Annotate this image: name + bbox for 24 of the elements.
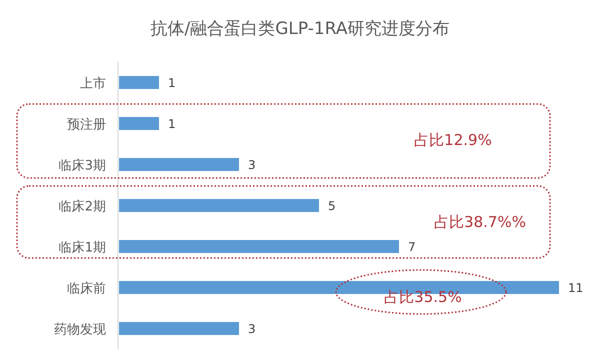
data-label: 5 [328, 199, 336, 213]
data-label: 11 [568, 281, 584, 295]
data-label: 7 [408, 240, 416, 254]
y-tick-label: 预注册 [67, 118, 106, 132]
data-label: 3 [248, 322, 256, 336]
bar [119, 117, 159, 130]
y-tick-label: 临床2期 [58, 200, 106, 214]
bar [119, 240, 399, 253]
y-tick-label: 临床前 [67, 282, 106, 296]
annotation: 占比35.5% [384, 288, 462, 306]
y-tick-label: 药物发现 [54, 322, 106, 338]
y-tick-label: 上市 [80, 76, 106, 92]
bar [119, 322, 239, 335]
y-tick-label: 临床1期 [58, 240, 106, 256]
y-tick-label: 临床3期 [58, 158, 106, 174]
annotation: 占比38.7%% [434, 213, 526, 231]
data-label: 1 [168, 76, 176, 90]
data-label: 3 [248, 158, 256, 172]
annotation: 占比12.9% [414, 131, 492, 149]
bar [119, 76, 159, 89]
bar [119, 158, 239, 171]
data-label: 1 [168, 117, 176, 131]
bar [119, 199, 319, 212]
chart-title: 抗体/融合蛋白类GLP-1RA研究进度分布 [150, 19, 450, 39]
